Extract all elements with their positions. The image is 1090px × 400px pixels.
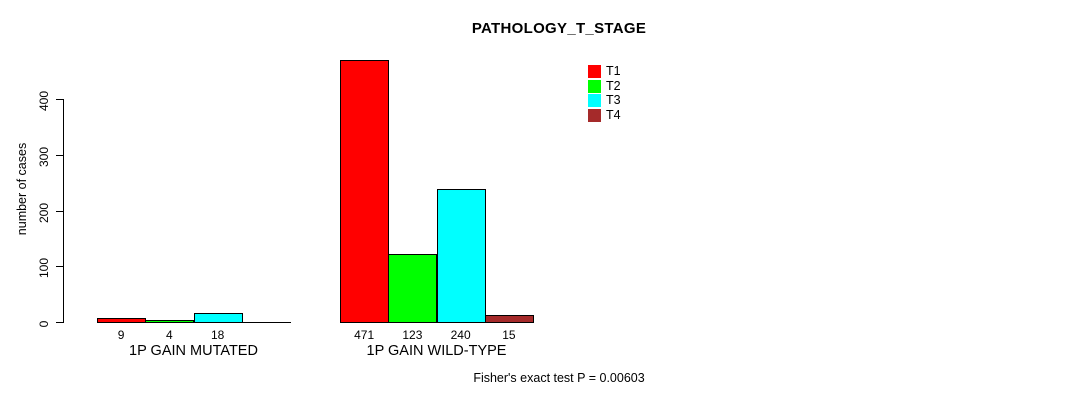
bar-value-label-t3-1p-gain-mutated: 18 [210, 328, 225, 342]
x-group-label-1p-gain-mutated: 1P GAIN MUTATED [129, 343, 258, 359]
bar-t2-1p-gain-wild-type [388, 254, 437, 323]
legend-item-t1: T1 [588, 65, 621, 78]
y-axis-line [63, 99, 64, 323]
legend-item-t2: T2 [588, 78, 621, 93]
t1-color-swatch [588, 65, 601, 78]
legend-item-label: T3 [606, 93, 621, 108]
bar-t3-1p-gain-wild-type [437, 189, 486, 323]
bar-t4-1p-gain-wild-type [485, 315, 534, 323]
bar-t1-1p-gain-wild-type [340, 60, 389, 323]
y-axis-tick [56, 266, 63, 267]
legend-item-label: T4 [606, 108, 621, 123]
bar-value-label-t1-1p-gain-wild-type: 471 [354, 328, 375, 342]
legend-item-t4: T4 [588, 108, 621, 123]
y-axis-tick-label-text: 100 [37, 257, 51, 279]
x-group-label-1p-gain-wild-type: 1P GAIN WILD-TYPE [366, 343, 507, 359]
bar-value-label-t2-1p-gain-wild-type: 123 [402, 328, 423, 342]
legend: T1 T2 T3 T4 [588, 65, 621, 124]
y-axis-tick-label-text: 200 [37, 202, 51, 224]
y-axis-tick-label-text: 300 [37, 146, 51, 168]
bar-t3-1p-gain-mutated [194, 313, 243, 323]
t3-color-swatch [588, 94, 601, 108]
bar-value-label-t1-1p-gain-mutated: 9 [117, 328, 125, 342]
y-axis-tick-label-text: 400 [37, 90, 51, 112]
y-axis-title-text: number of cases [15, 142, 29, 236]
bar-t1-1p-gain-mutated [97, 318, 146, 323]
bar-value-label-t3-1p-gain-wild-type: 240 [450, 328, 471, 342]
y-axis-tick [56, 322, 63, 323]
y-axis-tick [56, 99, 63, 100]
t2-color-swatch [588, 79, 601, 93]
y-axis-tick [56, 211, 63, 212]
bar-value-label-t4-1p-gain-wild-type: 15 [502, 328, 516, 342]
t4-color-swatch [588, 109, 601, 123]
legend-item-label: T2 [606, 78, 621, 93]
chart-title: PATHOLOGY_T_STAGE [471, 20, 647, 37]
y-axis-tick-label-text: 0 [37, 320, 51, 328]
annotation-fisher-test: Fisher's exact test P = 0.00603 [473, 371, 645, 385]
legend-item-label: T1 [606, 64, 621, 78]
legend-item-t3: T3 [588, 93, 621, 108]
bar-t2-1p-gain-mutated [145, 320, 194, 323]
y-axis-tick [56, 155, 63, 156]
bar-value-label-t2-1p-gain-mutated: 4 [166, 328, 173, 342]
